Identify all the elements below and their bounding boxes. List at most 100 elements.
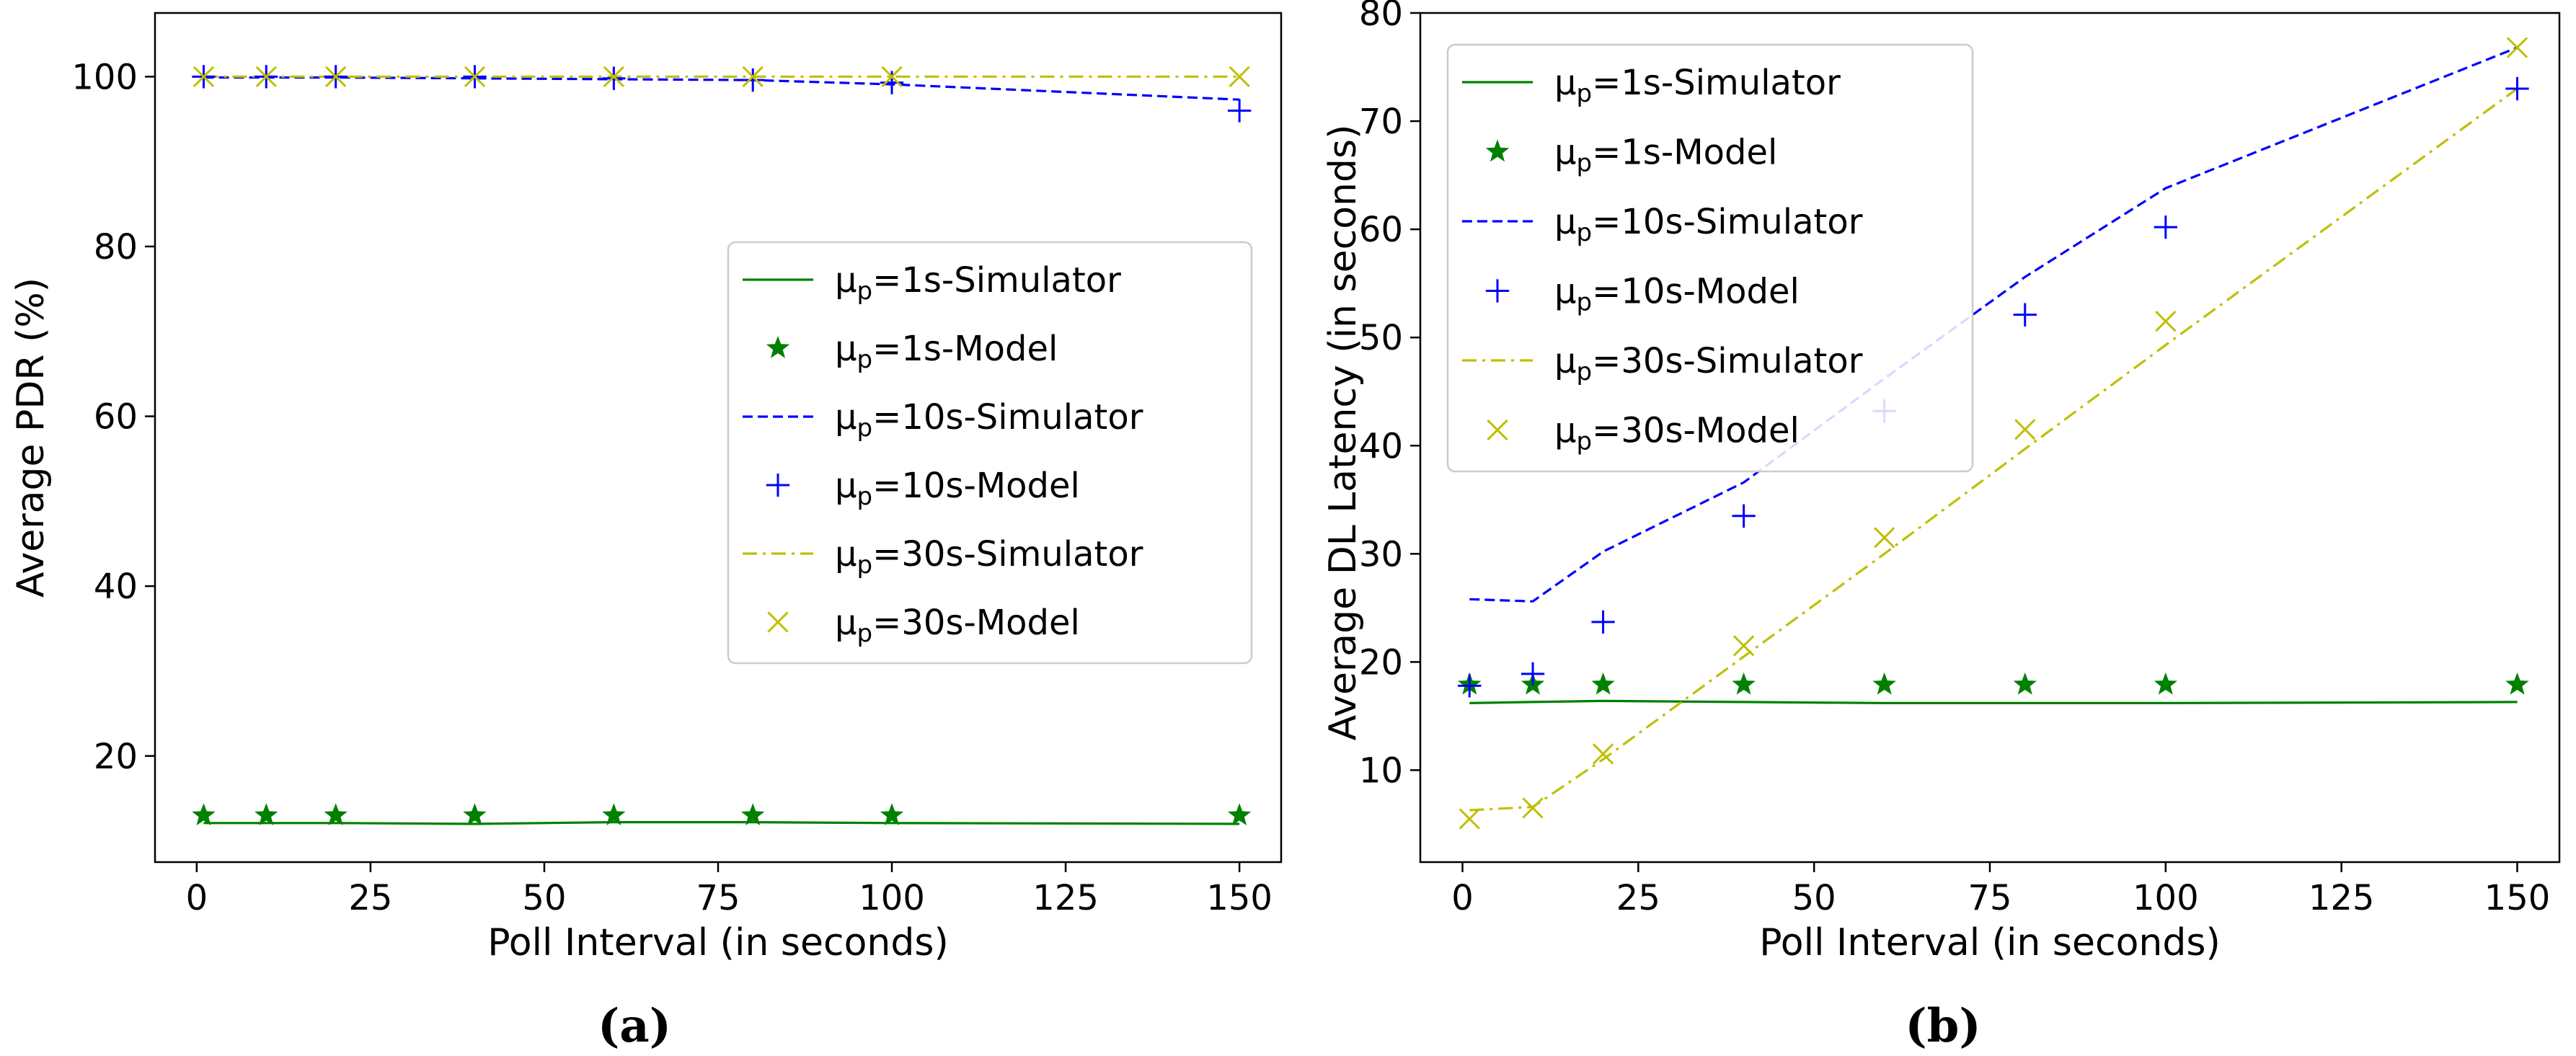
legend-label-a-2: μp=10s-Simulator xyxy=(835,397,1143,443)
y-axis-ticks-a: 20 40 60 80 100 xyxy=(71,57,155,777)
legend-label-b-4: μp=30s-Simulator xyxy=(1554,341,1863,386)
legend-label-b-0: μp=1s-Simulator xyxy=(1554,63,1841,108)
y-tick-label-b: 40 xyxy=(1359,426,1403,466)
legend-mu-b-5: μ xyxy=(1554,411,1577,451)
x-tick-label-b: 50 xyxy=(1792,878,1836,918)
data-point-a-1 xyxy=(324,803,348,825)
legend-sub-a-4: p xyxy=(857,551,873,580)
y-tick-label-b: 70 xyxy=(1359,102,1403,142)
legend-mu-a-1: μ xyxy=(835,329,857,369)
legend-sub-b-4: p xyxy=(1577,358,1593,386)
legend-mu-a-2: μ xyxy=(835,397,857,438)
data-point-a-1 xyxy=(1228,803,1252,825)
legend-mu-a-0: μ xyxy=(835,260,857,301)
legend-name-b-0: =1s-Simulator xyxy=(1592,63,1841,103)
data-point-a-3 xyxy=(602,66,626,90)
panel-label-a: (a) xyxy=(598,999,671,1053)
series-markers-a xyxy=(192,65,1252,825)
legend-a: μp=1s-Simulatorμp=1s-Modelμp=10s-Simulat… xyxy=(727,241,1253,665)
x-tick-label-a: 125 xyxy=(1032,878,1099,918)
data-point-a-3 xyxy=(741,68,765,92)
legend-label-b-1: μp=1s-Model xyxy=(1554,133,1777,178)
data-point-b-5 xyxy=(1459,808,1480,830)
legend-sub-b-1: p xyxy=(1577,149,1593,178)
legend-name-b-1: =1s-Model xyxy=(1592,133,1777,173)
legend-sub-a-5: p xyxy=(857,619,873,648)
x-tick-label-a: 0 xyxy=(186,878,208,918)
legend-sub-a-3: p xyxy=(857,482,873,511)
data-point-a-5 xyxy=(464,66,486,88)
y-axis-label-b: Average DL Latency (in seconds) xyxy=(1322,125,1365,741)
legend-handle-a-1 xyxy=(766,336,790,358)
legend-handle-a-5 xyxy=(767,611,789,633)
data-point-a-3 xyxy=(1228,99,1252,123)
legend-mu-b-3: μ xyxy=(1554,272,1577,312)
legend-handle-b-1 xyxy=(1485,139,1510,162)
panel-a: 0 25 50 75 100 125 150 20 40 60 80 100 Poll Interv… xyxy=(9,12,1283,1053)
legend-label-b-5: μp=30s-Model xyxy=(1554,411,1800,456)
legend-name-a-4: =30s-Simulator xyxy=(872,534,1143,574)
data-point-b-1 xyxy=(2013,672,2037,695)
series-line-b-4 xyxy=(1469,87,2518,812)
data-point-b-5 xyxy=(2506,37,2528,58)
y-tick-label-b: 10 xyxy=(1359,750,1403,791)
data-point-b-1 xyxy=(1872,672,1896,695)
data-point-a-5 xyxy=(255,66,277,88)
legend-frame-b xyxy=(1446,43,1974,473)
x-axis-ticks-b: 0 25 50 75 100 125 150 xyxy=(1451,862,2550,918)
legend-sub-b-5: p xyxy=(1577,427,1593,456)
x-tick-label-b: 0 xyxy=(1451,878,1474,918)
legend-label-b-3: μp=10s-Model xyxy=(1554,272,1800,317)
data-point-a-1 xyxy=(192,803,216,825)
data-point-b-5 xyxy=(2155,311,2177,332)
data-point-a-1 xyxy=(880,803,904,825)
legend-mu-b-4: μ xyxy=(1554,341,1577,381)
legend-sub-b-0: p xyxy=(1577,79,1593,108)
panel-label-b: (b) xyxy=(1905,999,1980,1053)
legend-name-a-3: =10s-Model xyxy=(872,466,1080,506)
legend-b: μp=1s-Simulatorμp=1s-Modelμp=10s-Simulat… xyxy=(1446,43,1974,473)
legend-name-b-2: =10s-Simulator xyxy=(1592,202,1863,242)
data-point-b-5 xyxy=(1732,635,1755,657)
legend-label-a-1: μp=1s-Model xyxy=(835,329,1058,374)
series-lines-a xyxy=(203,75,1240,825)
data-point-a-1 xyxy=(254,803,278,825)
legend-name-b-4: =30s-Simulator xyxy=(1592,341,1863,381)
x-tick-label-b: 25 xyxy=(1616,878,1660,918)
data-point-b-3 xyxy=(1591,610,1615,634)
y-tick-label-b: 50 xyxy=(1359,318,1403,358)
series-line-a-0 xyxy=(203,820,1240,825)
x-axis-label-b: Poll Interval (in seconds) xyxy=(1759,921,2220,964)
legend-label-a-5: μp=30s-Model xyxy=(835,603,1080,648)
data-point-b-1 xyxy=(1591,672,1615,695)
series-line-a-2 xyxy=(203,76,1240,101)
legend-frame-a xyxy=(727,241,1253,665)
y-tick-label-a: 100 xyxy=(71,57,138,97)
data-point-a-1 xyxy=(463,803,487,825)
legend-label-b-2: μp=10s-Simulator xyxy=(1554,202,1863,247)
data-point-a-5 xyxy=(881,66,903,88)
legend-mu-b-1: μ xyxy=(1554,133,1577,173)
legend-name-a-1: =1s-Model xyxy=(872,329,1058,369)
data-point-a-5 xyxy=(192,66,215,88)
legend-name-a-2: =10s-Simulator xyxy=(872,397,1143,438)
y-tick-label-a: 40 xyxy=(94,567,138,607)
legend-sub-b-2: p xyxy=(1577,218,1593,247)
data-point-a-5 xyxy=(742,66,763,88)
data-point-b-5 xyxy=(1592,743,1614,765)
data-point-a-1 xyxy=(741,803,765,825)
data-point-b-3 xyxy=(1458,674,1482,698)
y-tick-label-b: 80 xyxy=(1359,0,1403,34)
data-point-b-3 xyxy=(2505,76,2529,101)
legend-name-a-5: =30s-Model xyxy=(872,603,1080,643)
x-tick-label-b: 75 xyxy=(1968,878,2011,918)
series-line-b-0 xyxy=(1469,699,2518,705)
legend-sub-b-3: p xyxy=(1577,288,1593,317)
y-tick-label-a: 60 xyxy=(94,397,138,438)
x-tick-label-a: 150 xyxy=(1206,878,1272,918)
legend-label-a-0: μp=1s-Simulator xyxy=(835,260,1121,306)
y-tick-label-b: 20 xyxy=(1359,642,1403,683)
panel-b: 0 25 50 75 100 125 150 10 20 30 40 50 60 70 80 Poll I… xyxy=(1322,0,2561,1053)
y-tick-label-a: 80 xyxy=(94,227,138,267)
